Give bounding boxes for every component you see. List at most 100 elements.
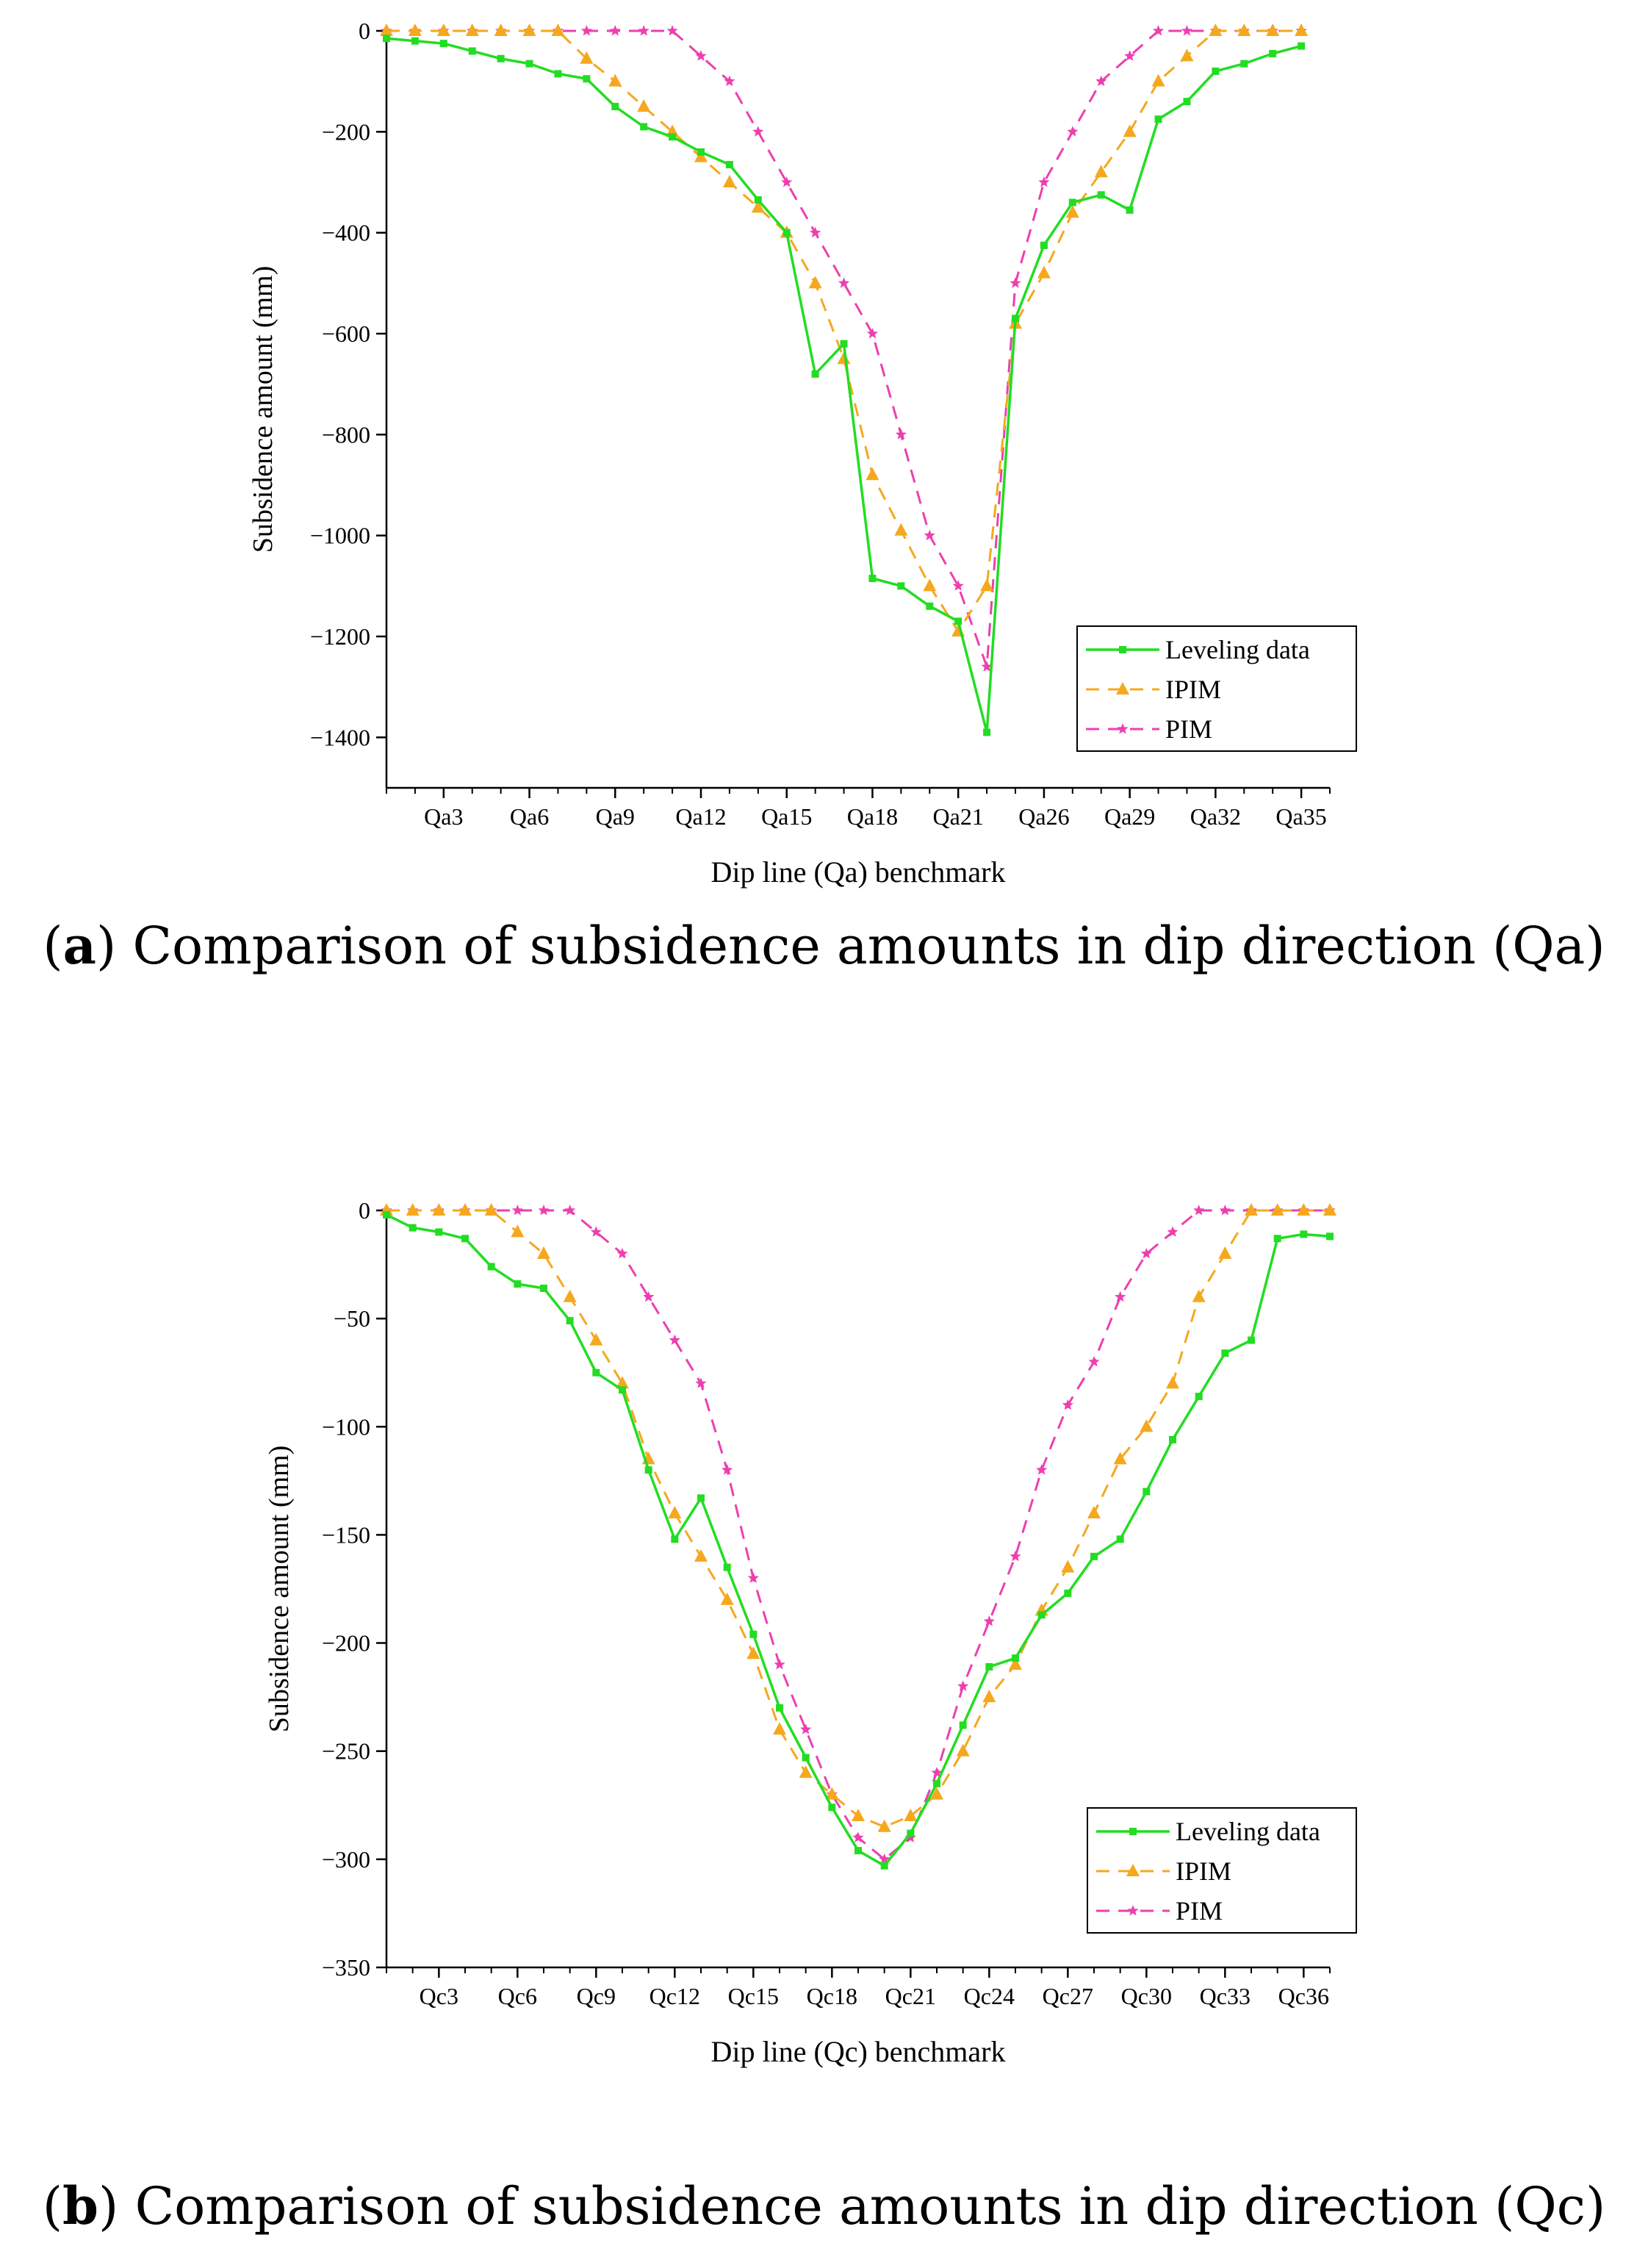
- data-point-ipim: [1323, 1203, 1336, 1216]
- x-tick-label: Qc33: [1200, 1983, 1251, 2009]
- series-ipim: [380, 24, 1309, 637]
- data-point-leveling: [1068, 198, 1076, 207]
- data-point-ipim: [616, 1376, 629, 1389]
- data-point-leveling: [461, 1235, 469, 1243]
- data-point-leveling: [487, 1263, 495, 1271]
- x-tick-label: Qc24: [964, 1983, 1015, 2009]
- data-point-ipim: [522, 24, 536, 36]
- data-point-ipim: [637, 99, 651, 112]
- caption-a: (a) Comparison of subsidence amounts in …: [43, 915, 1605, 976]
- y-tick-label: 0: [359, 18, 370, 44]
- data-point-pim: [590, 1226, 602, 1237]
- data-point-pim: [724, 75, 735, 87]
- x-tick-label: Qa3: [424, 803, 463, 830]
- series-ipim: [380, 1203, 1336, 1832]
- data-point-leveling: [1240, 60, 1248, 68]
- y-tick-label: −200: [322, 118, 370, 145]
- data-point-pim: [781, 176, 793, 187]
- series-line-leveling: [386, 1213, 1331, 1867]
- series-line-ipim: [386, 29, 1302, 633]
- data-point-ipim: [894, 523, 908, 536]
- data-point-pim: [1095, 75, 1107, 87]
- data-point-ipim: [494, 24, 508, 36]
- data-point-ipim: [1087, 1506, 1101, 1518]
- data-point-leveling: [782, 229, 791, 237]
- y-tick-label: −200: [322, 1630, 370, 1657]
- data-point-ipim: [1009, 1657, 1022, 1670]
- x-ticks: Qc3 Qc6 Qc9 Qc12 Qc15 Qc18 Qc21 Qc24 Qc27 Qc30 Qc3…: [386, 1967, 1331, 2009]
- data-point-pim: [904, 1831, 916, 1842]
- data-point-ipim: [1113, 1451, 1127, 1465]
- data-point-leveling: [1097, 191, 1105, 199]
- chart-qc: 0 −50 −100 −150 −200 −250 −300 −350 Qc3 Qc6 Qc9 Qc1…: [264, 1197, 1357, 2068]
- data-point-ipim: [982, 1690, 996, 1703]
- caption-a-letter: a: [62, 915, 96, 976]
- data-point-pim: [1193, 1205, 1205, 1216]
- data-point-ipim: [1065, 205, 1079, 218]
- y-tick-label: −400: [322, 220, 370, 246]
- legend-marker-leveling: [1119, 646, 1126, 653]
- data-point-ipim: [380, 24, 393, 36]
- data-point-leveling: [880, 1862, 888, 1870]
- data-point-ipim: [537, 1246, 550, 1259]
- x-tick-label: Qc6: [498, 1983, 537, 2009]
- data-point-leveling: [514, 1280, 522, 1288]
- data-point-pim: [580, 25, 592, 36]
- data-point-ipim: [406, 1203, 420, 1216]
- data-point-pim: [1140, 1247, 1152, 1259]
- data-point-leveling: [897, 582, 905, 590]
- data-point-leveling: [611, 103, 619, 110]
- data-point-leveling: [926, 602, 934, 610]
- x-tick-label: Qa15: [761, 803, 812, 830]
- x-axis-label: Dip line (Qa) benchmark: [711, 855, 1006, 889]
- data-point-ipim: [1266, 24, 1280, 36]
- data-point-ipim: [720, 1592, 734, 1605]
- y-tick-label: −1200: [310, 623, 370, 650]
- data-point-leveling: [840, 340, 848, 348]
- data-point-leveling: [697, 148, 705, 156]
- data-point-leveling: [592, 1368, 600, 1377]
- data-point-leveling: [1273, 1235, 1281, 1243]
- data-point-leveling: [1195, 1393, 1203, 1401]
- data-point-leveling: [1040, 241, 1048, 249]
- legend: Leveling data IPIM PIM: [1076, 625, 1357, 752]
- y-tick-label: −300: [322, 1846, 370, 1873]
- data-point-pim: [511, 1205, 523, 1216]
- data-point-leveling: [1116, 1535, 1124, 1543]
- axes: [385, 28, 1330, 789]
- data-point-ipim: [923, 578, 937, 592]
- data-point-pim: [666, 25, 678, 36]
- data-point-ipim: [551, 24, 565, 36]
- caption-b-text: Comparison of subsidence amounts in dip …: [118, 2176, 1606, 2236]
- data-point-leveling: [439, 40, 447, 48]
- legend-marker-ipim: [1116, 682, 1129, 695]
- data-point-leveling: [644, 1466, 652, 1474]
- data-point-pim: [1062, 1399, 1073, 1410]
- data-point-pim: [722, 1464, 733, 1475]
- data-point-pim: [810, 226, 821, 238]
- data-point-pim: [1124, 50, 1136, 61]
- data-point-leveling: [1269, 49, 1277, 57]
- data-point-ipim: [1140, 1419, 1154, 1432]
- data-point-leveling: [854, 1847, 862, 1855]
- data-point-pim: [1010, 277, 1021, 288]
- data-point-pim: [1219, 1205, 1231, 1216]
- data-point-ipim: [1166, 1376, 1179, 1389]
- data-point-pim: [564, 1205, 576, 1216]
- data-point-leveling: [383, 1210, 390, 1219]
- data-point-ipim: [808, 276, 822, 289]
- data-point-ipim: [1123, 124, 1137, 137]
- data-point-pim: [866, 328, 879, 339]
- data-point-leveling: [1183, 98, 1191, 106]
- data-point-leveling: [933, 1779, 940, 1787]
- data-point-leveling: [669, 133, 677, 141]
- data-point-pim: [895, 428, 907, 439]
- data-point-leveling: [1298, 42, 1306, 50]
- legend-label-ipim: IPIM: [1176, 1856, 1231, 1886]
- y-tick-label: 0: [359, 1197, 370, 1224]
- series-leveling: [383, 35, 1306, 736]
- legend-label-pim: PIM: [1165, 714, 1212, 744]
- x-tick-label: Qa32: [1190, 803, 1241, 830]
- legend-label-ipim: IPIM: [1165, 675, 1221, 704]
